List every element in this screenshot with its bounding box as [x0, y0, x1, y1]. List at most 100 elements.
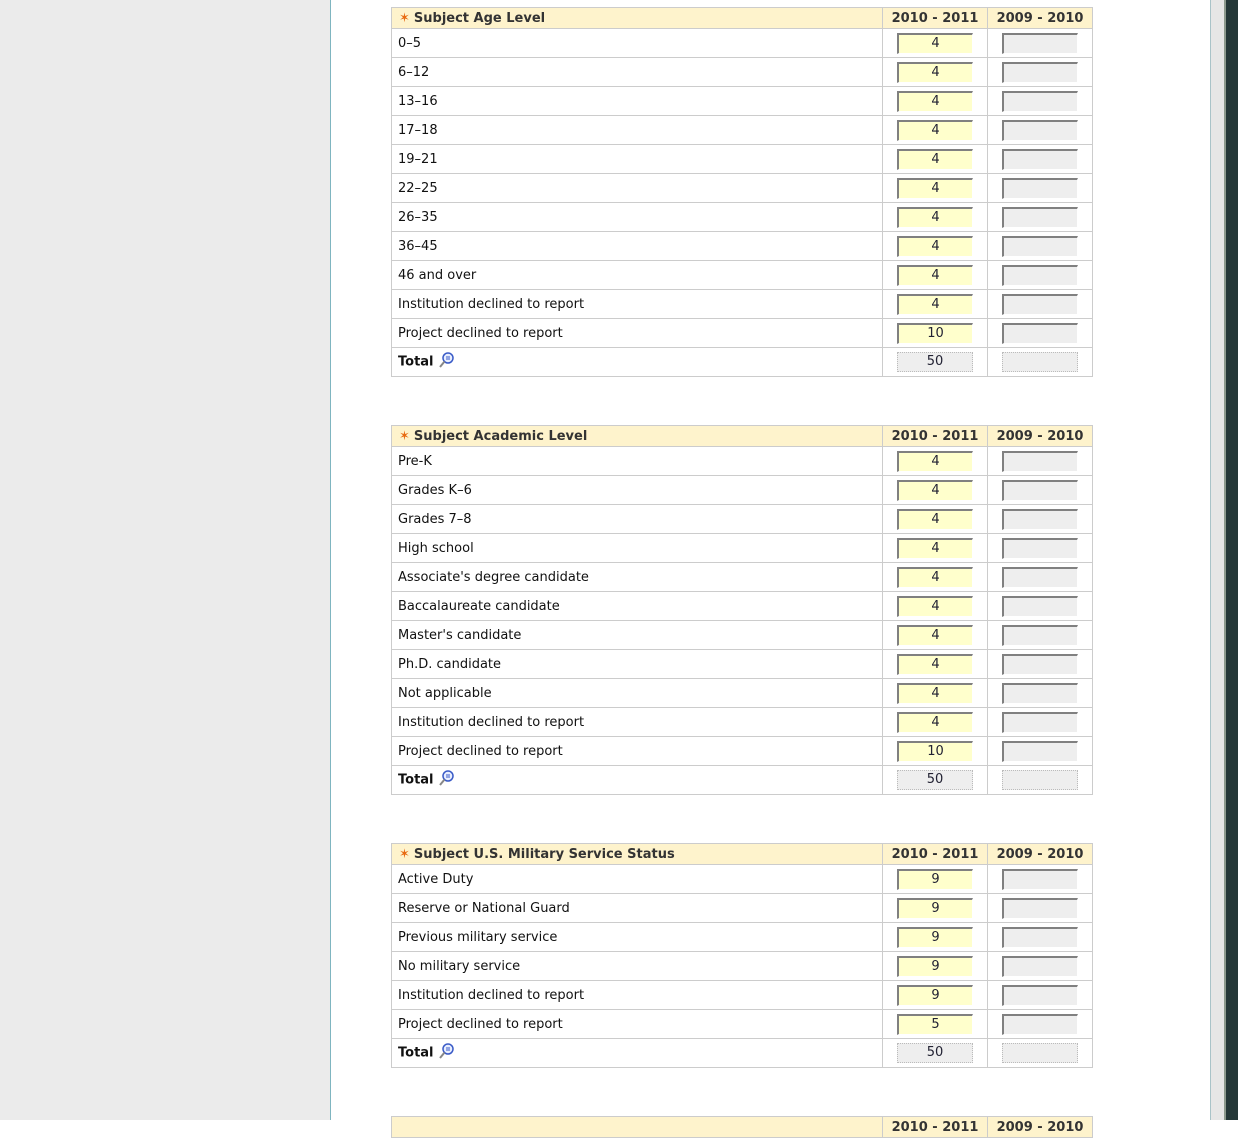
- total-label: Total: [398, 772, 434, 788]
- value-input-2010-2011[interactable]: [897, 740, 973, 762]
- section-table: ✶ Subject U.S. Military Service Status 201…: [391, 843, 1093, 1068]
- value-input-2009-2010[interactable]: [1002, 566, 1078, 588]
- table-row: Project declined to report: [391, 736, 1093, 766]
- section-title: Subject Age Level: [413, 10, 546, 26]
- row-label: Institution declined to report: [391, 289, 883, 319]
- value-input-2009-2010[interactable]: [1002, 926, 1078, 948]
- row-label: Baccalaureate candidate: [391, 591, 883, 621]
- required-star-icon: ✶: [399, 10, 410, 26]
- table-row: 17–18: [391, 115, 1093, 145]
- value-input-2010-2011[interactable]: [897, 595, 973, 617]
- value-input-2010-2011[interactable]: [897, 955, 973, 977]
- row-label: Associate's degree candidate: [391, 562, 883, 592]
- value-input-2009-2010[interactable]: [1002, 711, 1078, 733]
- value-input-2010-2011[interactable]: [897, 177, 973, 199]
- required-star-icon: ✶: [399, 846, 410, 862]
- scrollbar-track[interactable]: [1210, 0, 1224, 1120]
- row-label: Master's candidate: [391, 620, 883, 650]
- value-input-2009-2010[interactable]: [1002, 450, 1078, 472]
- row-label: Reserve or National Guard: [391, 893, 883, 923]
- window-edge: [1224, 0, 1238, 1120]
- table-row: Not applicable: [391, 678, 1093, 708]
- total-value: [1002, 352, 1078, 372]
- value-input-2009-2010[interactable]: [1002, 61, 1078, 83]
- value-input-2009-2010[interactable]: [1002, 624, 1078, 646]
- total-label: Total: [398, 354, 434, 370]
- row-label: Institution declined to report: [391, 707, 883, 737]
- value-input-2010-2011[interactable]: [897, 61, 973, 83]
- total-row: Total 50: [391, 765, 1093, 795]
- value-input-2009-2010[interactable]: [1002, 264, 1078, 286]
- value-input-2010-2011[interactable]: [897, 293, 973, 315]
- value-input-2010-2011[interactable]: [897, 479, 973, 501]
- value-input-2009-2010[interactable]: [1002, 293, 1078, 315]
- value-input-2009-2010[interactable]: [1002, 955, 1078, 977]
- row-label: Pre-K: [391, 446, 883, 476]
- value-input-2010-2011[interactable]: [897, 264, 973, 286]
- value-input-2009-2010[interactable]: [1002, 595, 1078, 617]
- table-row: High school: [391, 533, 1093, 563]
- table-row: Institution declined to report: [391, 980, 1093, 1010]
- table-row: Grades K–6: [391, 475, 1093, 505]
- value-input-2010-2011[interactable]: [897, 322, 973, 344]
- value-input-2009-2010[interactable]: [1002, 479, 1078, 501]
- value-input-2010-2011[interactable]: [897, 653, 973, 675]
- magnifier-icon[interactable]: [438, 770, 455, 790]
- value-input-2009-2010[interactable]: [1002, 177, 1078, 199]
- value-input-2009-2010[interactable]: [1002, 206, 1078, 228]
- row-label: Not applicable: [391, 678, 883, 708]
- value-input-2009-2010[interactable]: [1002, 740, 1078, 762]
- value-input-2009-2010[interactable]: [1002, 868, 1078, 890]
- column-header: 2009 - 2010: [987, 843, 1093, 865]
- section-header: ✶ Subject Academic Level 2010 - 2011 2009 -…: [391, 425, 1093, 447]
- value-input-2010-2011[interactable]: [897, 206, 973, 228]
- row-label: Grades K–6: [391, 475, 883, 505]
- column-header: 2010 - 2011: [882, 843, 988, 865]
- total-row: Total 50: [391, 1038, 1093, 1068]
- row-label: Grades 7–8: [391, 504, 883, 534]
- value-input-2010-2011[interactable]: [897, 566, 973, 588]
- value-input-2009-2010[interactable]: [1002, 897, 1078, 919]
- value-input-2009-2010[interactable]: [1002, 322, 1078, 344]
- table-row: Project declined to report: [391, 318, 1093, 348]
- value-input-2010-2011[interactable]: [897, 624, 973, 646]
- value-input-2010-2011[interactable]: [897, 450, 973, 472]
- table-row: Master's candidate: [391, 620, 1093, 650]
- table-row: 13–16: [391, 86, 1093, 116]
- value-input-2009-2010[interactable]: [1002, 90, 1078, 112]
- value-input-2009-2010[interactable]: [1002, 119, 1078, 141]
- value-input-2010-2011[interactable]: [897, 711, 973, 733]
- value-input-2010-2011[interactable]: [897, 148, 973, 170]
- value-input-2009-2010[interactable]: [1002, 653, 1078, 675]
- value-input-2009-2010[interactable]: [1002, 682, 1078, 704]
- value-input-2010-2011[interactable]: [897, 32, 973, 54]
- value-input-2010-2011[interactable]: [897, 90, 973, 112]
- value-input-2009-2010[interactable]: [1002, 508, 1078, 530]
- value-input-2010-2011[interactable]: [897, 235, 973, 257]
- table-row: Grades 7–8: [391, 504, 1093, 534]
- table-row: No military service: [391, 951, 1093, 981]
- value-input-2010-2011[interactable]: [897, 897, 973, 919]
- value-input-2009-2010[interactable]: [1002, 537, 1078, 559]
- value-input-2009-2010[interactable]: [1002, 1013, 1078, 1035]
- column-header: 2009 - 2010: [987, 425, 1093, 447]
- row-label: Ph.D. candidate: [391, 649, 883, 679]
- value-input-2009-2010[interactable]: [1002, 148, 1078, 170]
- value-input-2010-2011[interactable]: [897, 984, 973, 1006]
- value-input-2010-2011[interactable]: [897, 508, 973, 530]
- column-header: 2009 - 2010: [987, 7, 1093, 29]
- value-input-2010-2011[interactable]: [897, 682, 973, 704]
- magnifier-icon[interactable]: [438, 352, 455, 372]
- value-input-2010-2011[interactable]: [897, 868, 973, 890]
- value-input-2010-2011[interactable]: [897, 537, 973, 559]
- value-input-2009-2010[interactable]: [1002, 32, 1078, 54]
- value-input-2009-2010[interactable]: [1002, 235, 1078, 257]
- value-input-2009-2010[interactable]: [1002, 984, 1078, 1006]
- value-input-2010-2011[interactable]: [897, 926, 973, 948]
- section-header: ✶ Subject U.S. Military Service Status 201…: [391, 843, 1093, 865]
- value-input-2010-2011[interactable]: [897, 1013, 973, 1035]
- value-input-2010-2011[interactable]: [897, 119, 973, 141]
- table-row: 46 and over: [391, 260, 1093, 290]
- row-label: 22–25: [391, 173, 883, 203]
- magnifier-icon[interactable]: [438, 1043, 455, 1063]
